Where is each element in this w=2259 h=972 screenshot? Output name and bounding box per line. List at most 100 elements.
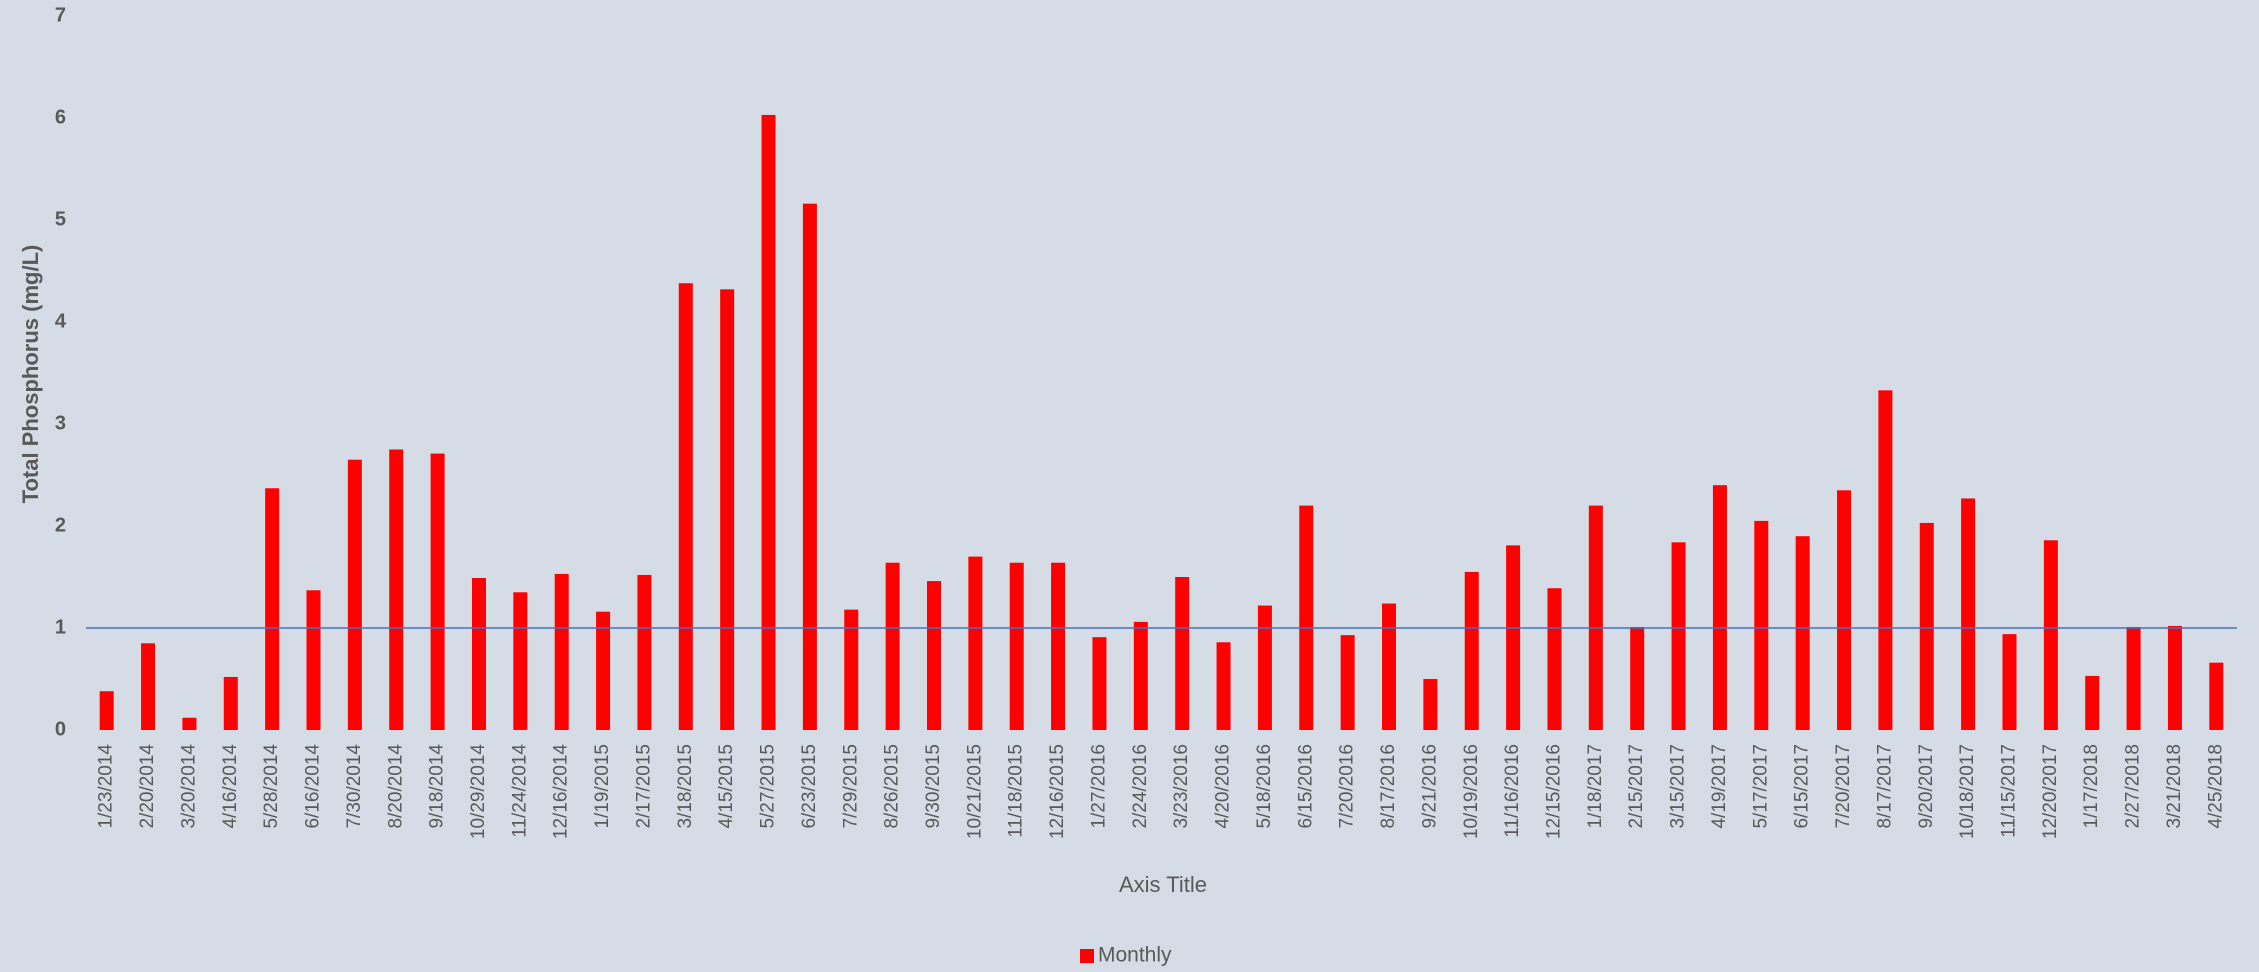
x-tick-label: 1/17/2018 — [2081, 744, 2102, 829]
bar — [182, 717, 197, 730]
bar — [1712, 485, 1727, 730]
y-tick-label: 4 — [55, 310, 67, 332]
bar — [1257, 605, 1272, 730]
bar — [223, 676, 238, 730]
bar — [637, 574, 652, 730]
bar — [802, 203, 817, 730]
x-tick-label: 5/28/2014 — [261, 744, 282, 829]
x-tick-label: 3/15/2017 — [1668, 744, 1689, 829]
y-tick-label: 0 — [55, 718, 66, 740]
bar — [926, 581, 941, 730]
y-axis-title: Total Phosphorus (mg/L) — [18, 245, 43, 504]
bar — [1051, 562, 1066, 730]
bar — [885, 562, 900, 730]
x-tick-label: 12/20/2017 — [2040, 744, 2061, 839]
bar — [1919, 522, 1934, 730]
x-tick-label: 4/25/2018 — [2205, 744, 2226, 829]
bar — [2002, 634, 2017, 730]
bar — [471, 578, 486, 730]
x-tick-label: 4/15/2015 — [716, 744, 737, 829]
bar — [141, 643, 156, 730]
x-tick-label: 11/15/2017 — [1999, 744, 2020, 838]
y-tick-label: 2 — [55, 514, 66, 536]
x-tick-label: 7/20/2017 — [1833, 744, 1854, 829]
y-tick-label: 6 — [55, 106, 66, 128]
legend-label: Monthly — [1098, 944, 1172, 967]
y-tick-label: 3 — [55, 412, 66, 434]
bar — [513, 592, 528, 730]
x-tick-label: 9/18/2014 — [427, 744, 448, 829]
x-tick-label: 8/17/2016 — [1378, 744, 1399, 829]
x-tick-label: 1/27/2016 — [1088, 744, 1109, 829]
bar — [1175, 577, 1190, 730]
bar — [1878, 390, 1893, 730]
bar — [678, 283, 693, 730]
bar — [1671, 542, 1686, 730]
bar — [1837, 490, 1852, 730]
bar — [1795, 536, 1810, 730]
x-tick-label: 12/16/2015 — [1047, 744, 1068, 839]
bar — [1506, 545, 1521, 730]
x-tick-label: 3/21/2018 — [2164, 744, 2185, 829]
x-tick-label: 11/24/2014 — [509, 744, 530, 838]
x-tick-label: 9/30/2015 — [923, 744, 944, 829]
bar — [720, 289, 735, 730]
bar — [1133, 621, 1148, 730]
x-tick-label: 2/15/2017 — [1626, 744, 1647, 829]
x-tick-label: 12/16/2014 — [551, 744, 572, 840]
x-tick-label: 10/18/2017 — [1957, 744, 1978, 839]
x-tick-label: 8/26/2015 — [882, 744, 903, 829]
bar — [1423, 679, 1438, 730]
x-tick-label: 4/16/2014 — [220, 744, 241, 829]
x-tick-label: 2/24/2016 — [1130, 744, 1151, 829]
x-tick-label: 12/15/2016 — [1543, 744, 1564, 839]
x-tick-label: 4/20/2016 — [1213, 744, 1234, 829]
bar — [306, 590, 321, 730]
bar — [1009, 562, 1024, 730]
bar — [1464, 571, 1479, 730]
bar — [1588, 505, 1603, 730]
bar — [430, 453, 445, 730]
x-tick-label: 2/20/2014 — [137, 744, 158, 829]
bar — [389, 449, 404, 730]
x-tick-label: 7/20/2016 — [1337, 744, 1358, 829]
x-tick-label: 3/18/2015 — [675, 744, 696, 829]
bar — [2126, 626, 2141, 730]
bar — [1092, 637, 1107, 730]
x-tick-label: 11/18/2015 — [1006, 744, 1027, 838]
y-tick-label: 5 — [55, 208, 66, 230]
bar — [1216, 642, 1231, 730]
bar — [1340, 635, 1355, 730]
x-tick-label: 8/20/2014 — [385, 744, 406, 829]
bar — [2085, 675, 2100, 730]
x-tick-label: 6/16/2014 — [303, 744, 324, 829]
bar — [2209, 662, 2224, 730]
x-tick-label: 11/16/2016 — [1502, 744, 1523, 838]
x-tick-label: 8/17/2017 — [1874, 744, 1895, 829]
x-tick-label: 9/20/2017 — [1916, 744, 1937, 829]
bar — [1382, 603, 1397, 730]
bar — [2167, 625, 2182, 730]
x-tick-label: 5/27/2015 — [758, 744, 779, 829]
x-tick-label: 7/30/2014 — [344, 744, 365, 829]
bar — [761, 114, 776, 730]
bar — [2043, 540, 2058, 730]
y-tick-label: 1 — [55, 616, 66, 638]
bar — [1961, 498, 1976, 730]
bar — [968, 556, 983, 730]
x-tick-label: 10/29/2014 — [468, 744, 489, 840]
bar — [1630, 626, 1645, 730]
x-tick-label: 5/17/2017 — [1750, 744, 1771, 829]
x-tick-label: 3/23/2016 — [1171, 744, 1192, 829]
bar — [99, 691, 114, 730]
x-tick-label: 7/29/2015 — [840, 744, 861, 829]
bar — [265, 488, 280, 730]
bar — [347, 459, 362, 730]
bar — [1754, 520, 1769, 730]
x-tick-label: 4/19/2017 — [1709, 744, 1730, 829]
x-tick-label: 10/21/2015 — [964, 744, 985, 839]
x-axis-title: Axis Title — [1119, 872, 1207, 897]
y-tick-label: 7 — [55, 4, 66, 26]
x-tick-label: 6/15/2016 — [1295, 744, 1316, 829]
